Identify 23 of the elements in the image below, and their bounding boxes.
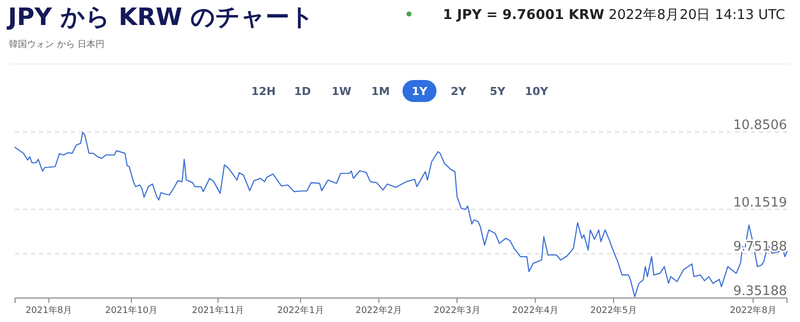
text: 5Y <box>490 85 506 98</box>
text: 1D <box>294 85 311 98</box>
x-tick-label: 2022年4月 <box>512 305 559 316</box>
x-tick-label: 2022年8月 <box>730 305 776 316</box>
x-tick-label: 2021年8月 <box>26 305 72 316</box>
rate: 1 JPY = 9.76001 KRW 2022年8月20日 14:13 UTC <box>442 7 785 23</box>
x-tick-label: 2022年1月 <box>277 305 324 316</box>
y-tick-label: 10.1519 <box>733 195 787 210</box>
y-tick-label: 10.8506 <box>733 118 787 133</box>
text: 12H <box>251 85 276 98</box>
chart-title: JPY から KRW のチャート <box>6 3 315 31</box>
y-tick-label: 9.35188 <box>733 284 787 299</box>
text: 1Y <box>412 85 428 98</box>
x-tick-label: 2021年10月 <box>105 305 158 316</box>
text: 1W <box>332 85 352 98</box>
text: 10Y <box>524 85 550 98</box>
text: 2Y <box>450 85 468 98</box>
x-tick-label: 2022年5月 <box>590 305 637 316</box>
x-tick-label: 2022年2月 <box>355 305 402 316</box>
chart-subtitle: 韓国ウォン から 日本円 <box>9 39 105 50</box>
x-tick-label: 2021年11月 <box>192 305 244 316</box>
x-tick-label: 2022年3月 <box>434 305 480 316</box>
text: 1M <box>371 85 390 98</box>
